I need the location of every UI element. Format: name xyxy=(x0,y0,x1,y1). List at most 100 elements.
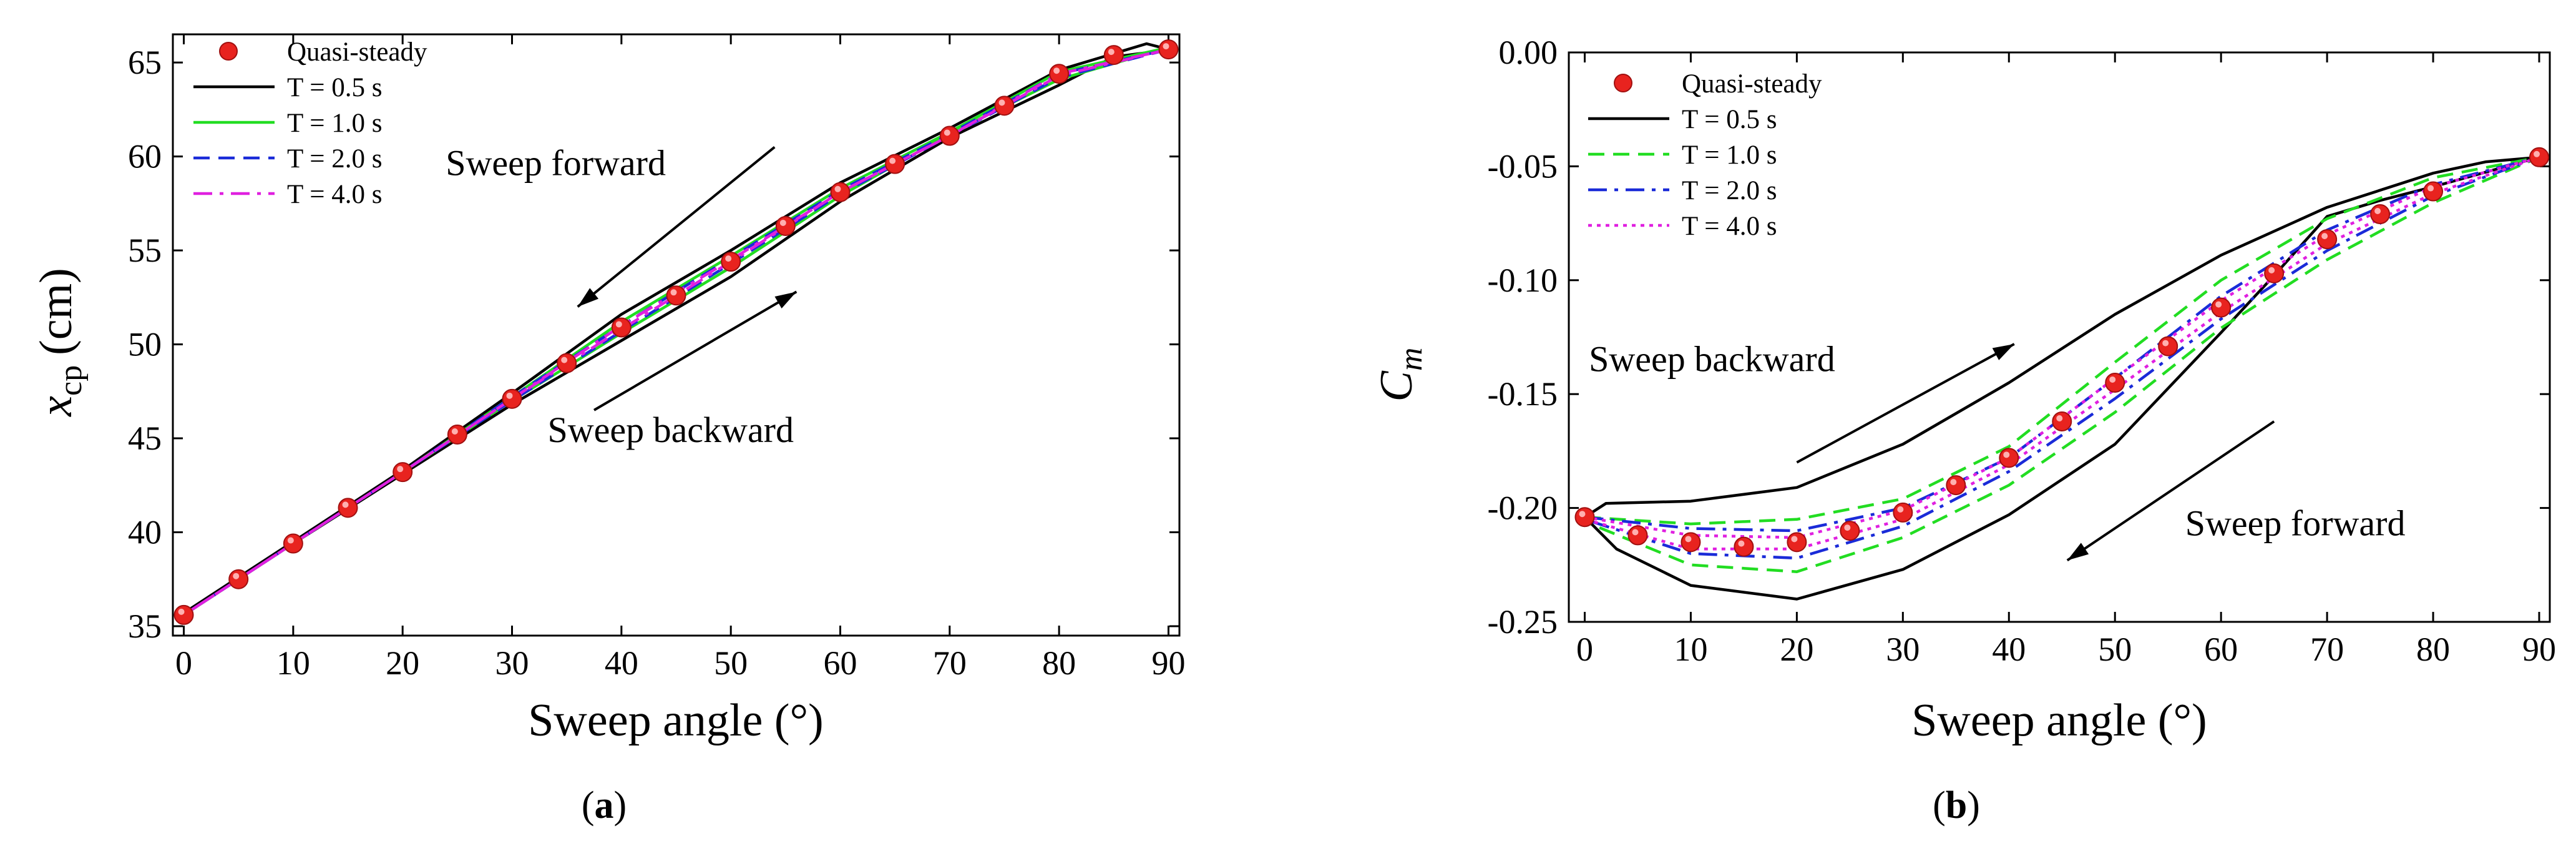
panel-a-quasi-point-highlight xyxy=(1163,43,1169,50)
panel-b-annotation-arrow xyxy=(2066,420,2275,562)
panel-a-quasi-point-highlight xyxy=(233,573,240,579)
panel-a-quasi-point-highlight xyxy=(342,501,349,508)
panel-b-ticks: 0 10 20 30 40 50 60 70 80 90 0.00 -0.05 -0.10 -0.15 -0… xyxy=(1488,34,2556,668)
panel-a-quasi-point-highlight xyxy=(1053,67,1060,74)
panel-a-legend-label: T = 1.0 s xyxy=(287,109,382,138)
panel-a-xtick-label: 90 xyxy=(1151,644,1185,682)
panel-a-quasi-point-highlight xyxy=(287,537,294,544)
panel-b-quasi-point-highlight xyxy=(2268,267,2275,273)
panel-b-quasi-point-highlight xyxy=(1950,479,1957,486)
panel-a-quasi-point xyxy=(447,424,467,445)
panel-b-quasi-point-highlight xyxy=(1738,540,1745,547)
panel-b-quasi-point-highlight xyxy=(2109,376,2116,383)
panel-b-annotation-text: Sweep backward xyxy=(1589,339,1835,380)
panel-b-quasi-point xyxy=(1627,525,1648,546)
svg-text:xcp(cm): xcp (cm) xyxy=(31,268,89,417)
panel-a-quasi-steady-points xyxy=(173,39,1179,625)
panel-a-xtick-label: 20 xyxy=(386,644,419,682)
panel-b-xtick-label: 30 xyxy=(1886,631,1920,668)
panel-a-legend-label: T = 4.0 s xyxy=(287,180,382,209)
panel-a-annotation-text: Sweep backward xyxy=(547,410,794,450)
panel-b-quasi-point-highlight xyxy=(1579,511,1586,518)
panel-a-legend-label: Quasi-steady xyxy=(287,37,427,67)
panel-a-quasi-point-highlight xyxy=(779,219,786,226)
panel-a-quasi-point-highlight xyxy=(889,157,896,164)
panel-b-quasi-point xyxy=(2211,297,2232,318)
panel-b-quasi-point-highlight xyxy=(2374,208,2381,215)
panel-b-xlabel: Sweep angle (°) xyxy=(1911,695,2207,746)
panel-a-quasi-point-highlight xyxy=(834,185,841,192)
panel-b-legend-label: T = 0.5 s xyxy=(1682,105,1777,134)
panel-b-annotations: Sweep backward Sweep forward xyxy=(1589,339,2405,562)
panel-b-xtick-label: 90 xyxy=(2522,631,2556,668)
panel-b-quasi-point xyxy=(1946,475,1966,496)
panel-b-quasi-point xyxy=(2370,204,2391,225)
panel-a-quasi-point-highlight xyxy=(397,466,404,473)
panel-b-quasi-point-highlight xyxy=(1685,536,1692,543)
panel-a-annotation-arrowhead xyxy=(577,288,599,307)
panel-b-quasi-point xyxy=(1787,532,1807,553)
panel-a-ytick-label: 60 xyxy=(128,138,162,175)
panel-b-quasi-steady-points xyxy=(1574,147,2550,557)
panel-a-ytick-label: 50 xyxy=(128,326,162,363)
panel-a-quasi-point-highlight xyxy=(725,255,732,262)
panel-a-legend-label: T = 2.0 s xyxy=(287,144,382,174)
panel-a-quasi-point xyxy=(994,96,1015,116)
panel-b-annotation-arrow xyxy=(1796,343,2015,464)
panel-b-quasi-point xyxy=(2052,411,2072,431)
panel-b-legend-label: Quasi-steady xyxy=(1682,69,1822,99)
panel-b-xtick-label: 80 xyxy=(2416,631,2450,668)
panel-b-plot-frame xyxy=(1568,51,2551,623)
panel-b-quasi-point xyxy=(2105,372,2125,393)
panel-b-quasi-point xyxy=(2423,181,2444,202)
panel-a-ticks: 0 10 20 30 40 50 60 70 80 90 35 40 45 50 55 60 65 xyxy=(128,34,1185,682)
panel-b-legend-marker xyxy=(1614,74,1632,92)
panel-a-ytick-label: 65 xyxy=(128,44,162,81)
panel-a-quasi-point-highlight xyxy=(1108,49,1115,56)
panel-a-quasi-point xyxy=(885,154,905,174)
panel-b-ytick-label: -0.05 xyxy=(1488,147,1558,185)
panel-b-xtick-label: 20 xyxy=(1780,631,1813,668)
panel-a-caption: (a) xyxy=(582,784,627,827)
panel-a-quasi-point-highlight xyxy=(615,321,622,328)
panel-a-quasi-point xyxy=(393,462,413,483)
panel-b-quasi-point xyxy=(1681,532,1701,553)
panel-b-quasi-point xyxy=(1999,448,2019,468)
panel-a-annotation-text: Sweep forward xyxy=(446,143,666,184)
panel-a-quasi-point xyxy=(939,125,960,146)
panel-a-quasi-point xyxy=(611,317,632,338)
panel-a-quasi-point-highlight xyxy=(561,357,568,363)
panel-b-chart: 0 10 20 30 40 50 60 70 80 90 0.00 -0.05 -0.10 -0.15 -0… xyxy=(1371,34,2556,827)
panel-b-quasi-point xyxy=(2264,263,2285,283)
panel-a-quasi-point-highlight xyxy=(451,428,458,435)
panel-b-caption: (b) xyxy=(1933,784,1980,827)
panel-a-quasi-point xyxy=(173,604,194,625)
panel-a-quasi-point xyxy=(228,569,249,589)
panel-a-ytick-label: 35 xyxy=(128,608,162,645)
panel-a-xtick-label: 0 xyxy=(175,644,192,682)
panel-a-xtick-label: 10 xyxy=(276,644,310,682)
panel-b-xtick-label: 0 xyxy=(1576,631,1593,668)
panel-a-annotations: Sweep forward Sweep backward xyxy=(446,143,798,450)
panel-b-quasi-point-highlight xyxy=(2427,185,2434,192)
panel-a-quasi-point xyxy=(283,533,303,554)
panel-b-quasi-point-highlight xyxy=(1844,524,1851,531)
panel-a-ylabel: xcp (cm) xyxy=(31,268,89,417)
panel-a-chart: 0 10 20 30 40 50 60 70 80 90 35 40 45 50 55 60 65 Sweep … xyxy=(31,33,1185,827)
panel-b-quasi-point-highlight xyxy=(2215,301,2222,308)
panel-a-quasi-point xyxy=(502,388,522,409)
panel-b-quasi-point-highlight xyxy=(2003,451,2010,458)
panel-b-xtick-label: 60 xyxy=(2204,631,2238,668)
panel-a-quasi-point xyxy=(830,182,851,202)
panel-b-ylabel-sub: m xyxy=(1393,348,1429,371)
panel-b-legend-label: T = 2.0 s xyxy=(1682,176,1777,205)
panel-a-quasi-point xyxy=(666,285,686,306)
panel-a-quasi-point xyxy=(1158,39,1179,60)
panel-b-xtick-label: 10 xyxy=(1674,631,1707,668)
panel-b-ytick-label: 0.00 xyxy=(1499,34,1558,71)
panel-b-ytick-label: -0.20 xyxy=(1488,489,1558,527)
panel-a-quasi-point xyxy=(1103,45,1124,66)
panel-a-ytick-label: 45 xyxy=(128,420,162,457)
panel-b-legend-label: T = 4.0 s xyxy=(1682,212,1777,241)
